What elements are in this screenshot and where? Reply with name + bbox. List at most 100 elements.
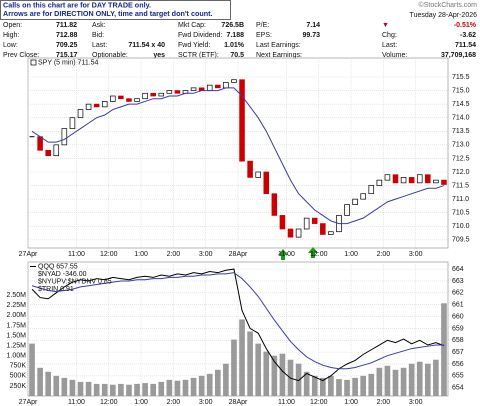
candle [441, 179, 447, 185]
quote-value: 711.54 x 40 [128, 42, 165, 49]
candle [352, 198, 358, 205]
quote-label: Chg: [382, 32, 397, 39]
volume-bar [336, 379, 342, 396]
y-tick-label: 715.5 [452, 74, 470, 81]
quote-value: 99.73 [302, 32, 320, 39]
x-tick-label: 3:00 [409, 399, 423, 406]
x-tick-label: 12:00 [100, 399, 118, 406]
quote-label: Optionable: [92, 52, 128, 59]
candle [384, 174, 391, 181]
volume-bar [400, 367, 407, 396]
quote-value: 712.88 [56, 32, 78, 39]
y-tick-label: 1.50M [7, 332, 27, 339]
y-tick-label: 712.5 [452, 155, 470, 162]
candle [37, 136, 43, 151]
x-tick-label: 11:00 [68, 399, 85, 406]
quote-label: Ask: [92, 22, 106, 29]
quote-value: -3.62 [460, 32, 476, 39]
quote-label: Volume: [382, 52, 407, 59]
notice-line: Calls on this chart are for DAY TRADE on… [3, 0, 151, 9]
volume-bar [263, 351, 270, 396]
candle [166, 90, 173, 94]
volume-bar [295, 363, 302, 396]
candle [263, 171, 270, 195]
y2-tick-label: 658 [452, 337, 464, 344]
candle [150, 92, 156, 97]
candle [134, 98, 140, 102]
volume-bar [174, 380, 181, 396]
volume-bar [424, 363, 431, 396]
quote-value: 1.01% [224, 42, 245, 49]
candle [93, 103, 100, 108]
candle [85, 103, 92, 110]
y-tick-label: 714.5 [452, 101, 470, 108]
candle [279, 215, 286, 230]
x-tick-label: 28Apr [229, 399, 248, 406]
candle [45, 149, 51, 157]
volume-bar [53, 375, 60, 396]
quote-value: 726.5B [221, 22, 244, 29]
candle [101, 101, 108, 108]
y2-tick-label: 663 [452, 278, 464, 285]
volume-bar [126, 384, 132, 396]
quote-table: Open: 711.82 Ask: Mkt Cap: 726.5B P/E: 7.14 ▼ -0… [3, 22, 477, 59]
volume-bar [109, 384, 116, 396]
quote-label: High: [3, 32, 19, 39]
quote-label: Last Earnings: [256, 42, 301, 49]
x-tick-label: 28Apr [229, 251, 248, 258]
y-tick-label: 1.75M [7, 322, 27, 329]
quote-label: Open: [3, 22, 22, 29]
notice-line: Arrows are for DIRECTION ONLY, time and … [3, 9, 213, 18]
legend-entry: $NYAD -346.00 [38, 271, 87, 278]
candle [190, 87, 197, 91]
volume-bar [190, 377, 197, 396]
volume-bar [150, 383, 157, 396]
quote-value: -0.51% [454, 22, 477, 29]
quote-label: SCTR (ETF): [178, 52, 219, 59]
candle [239, 79, 245, 162]
candle [215, 84, 221, 89]
volume-bar [271, 355, 278, 396]
candle [433, 179, 439, 184]
volume-bar [206, 373, 213, 396]
volume-bar [328, 375, 334, 396]
quote-label: Low: [3, 42, 18, 49]
x-tick-label: 27Apr [19, 399, 38, 406]
volume-bar [231, 339, 237, 396]
x-tick-label: 3:00 [409, 251, 423, 258]
candle [142, 92, 148, 100]
y-tick-label: 2.00M [7, 312, 27, 319]
y2-tick-label: 664 [452, 266, 464, 273]
y-tick-label: 714.0 [452, 115, 470, 122]
y-tick-label: 750K [10, 363, 27, 370]
quote-label: P/E: [256, 22, 269, 29]
legend-entry: $TRIN 0.91 [38, 286, 74, 293]
brand: ©StockCharts.com [419, 1, 478, 9]
candle [174, 90, 181, 94]
volume-bar [303, 371, 310, 396]
x-tick-label: 11:00 [68, 251, 85, 258]
volume-bar [344, 379, 350, 396]
volume-bar [118, 383, 124, 396]
x-tick-label: 1:00 [344, 251, 358, 258]
x-tick-label: 1:00 [344, 399, 358, 406]
x-tick-label: 2:00 [167, 251, 181, 258]
y2-tick-label: 662 [452, 290, 464, 297]
up-arrow [278, 249, 288, 260]
candle [311, 217, 318, 224]
candle [425, 174, 431, 184]
candle [110, 95, 116, 102]
x-tick-label: 12:00 [310, 399, 328, 406]
x-tick-label: 11:00 [278, 251, 295, 258]
notice-box [0, 0, 231, 20]
quote-label: Mkt Cap: [178, 22, 206, 29]
volume-bar [69, 379, 76, 396]
volume-bar [37, 367, 43, 396]
quote-label: Fwd Dividend: [178, 32, 222, 39]
x-tick-label: 2:00 [167, 399, 181, 406]
volume-bar [166, 379, 173, 396]
quote-label: Prev Close: [3, 52, 39, 59]
volume-bar [134, 383, 140, 396]
volume-bar [85, 381, 92, 396]
volume-bar [441, 303, 447, 396]
